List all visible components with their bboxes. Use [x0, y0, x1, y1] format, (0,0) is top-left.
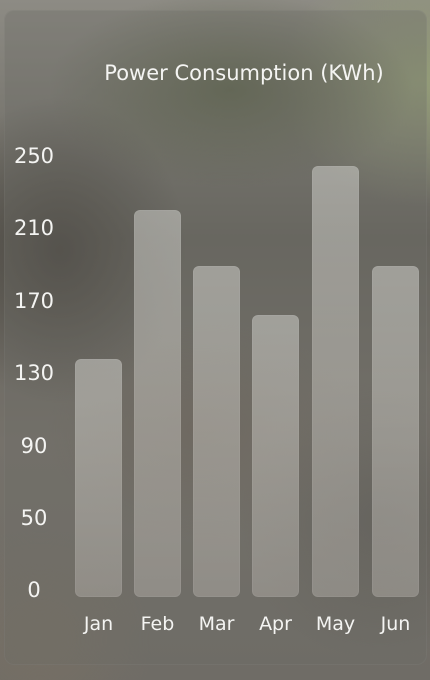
y-tick-label: 250	[13, 144, 55, 168]
y-tick-label: 0	[27, 578, 41, 602]
y-tick-label: 90	[20, 434, 48, 458]
bar-jan	[75, 359, 122, 597]
chart-title: Power Consumption (KWh)	[104, 61, 384, 85]
bar-may	[312, 165, 359, 597]
x-tick-label: Feb	[140, 613, 175, 635]
bar-apr	[252, 315, 299, 597]
y-tick-label: 130	[13, 361, 55, 385]
x-tick-label: May	[315, 613, 356, 635]
y-tick-label: 170	[13, 289, 55, 313]
x-tick-label: Jun	[380, 613, 411, 635]
chart-card: Power Consumption (KWh) 0 50 90 130 170 210 25…	[4, 10, 427, 665]
bar-feb	[134, 209, 181, 597]
bar-mar	[193, 266, 240, 597]
x-tick-label: Mar	[198, 613, 235, 635]
x-tick-label: Jan	[83, 613, 114, 635]
x-tick-label: Apr	[259, 613, 292, 635]
bar-jun	[372, 266, 419, 597]
y-tick-label: 210	[13, 216, 55, 240]
y-tick-label: 50	[20, 506, 48, 530]
